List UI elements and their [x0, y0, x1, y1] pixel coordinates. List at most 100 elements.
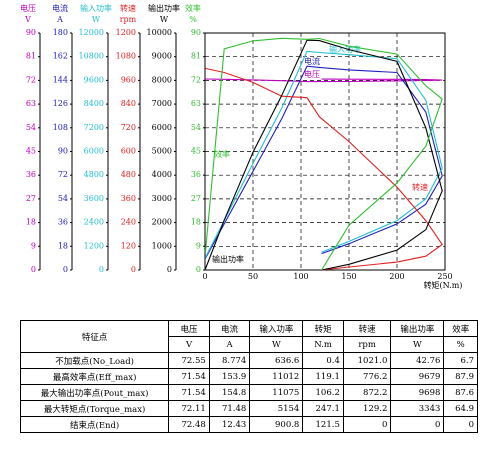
cell: 最高效率点(Eff_max)	[19, 368, 170, 385]
table: 特征点 电压 电流 输入功率 转矩 转速 输出功率 效率 V A W N.m rpm W% 不加载点(No_…	[19, 320, 478, 433]
y-tick-label: 1200	[84, 241, 104, 250]
y-tick-label: 120	[121, 241, 136, 250]
cell: 输入功率	[249, 320, 304, 337]
y-tick-label: 0	[167, 265, 172, 274]
axis-unit: W	[92, 15, 101, 24]
curve-label: 输出功率	[212, 254, 244, 264]
cell: 8.774	[208, 352, 251, 369]
axis-name: 电压	[20, 3, 36, 13]
y-tick-label: 7200	[84, 123, 104, 132]
y-tick-label: 10000	[147, 28, 172, 37]
y-tick-label: 0	[131, 265, 136, 274]
cell: 输出功率	[390, 320, 445, 337]
y-tick-label: 72	[191, 75, 201, 84]
axis-name: 转速	[120, 3, 136, 13]
y-tick-label: 0	[196, 265, 201, 274]
x-axis-label: 转矩(N.m)	[424, 280, 463, 290]
y-tick-label: 63	[191, 99, 201, 108]
y-tick-label: 72	[26, 75, 36, 84]
cell: 电流	[208, 320, 251, 337]
cell: 9679	[390, 368, 445, 385]
cell: 最大转矩点(Torque_max)	[19, 400, 170, 417]
y-tick-label: 54	[58, 194, 68, 203]
cell: 结束点(End)	[19, 416, 170, 433]
x-tick-label: 100	[293, 272, 308, 281]
x-tick-label: 150	[341, 272, 356, 281]
y-tick-label: 36	[191, 170, 201, 179]
cell: 72.55	[168, 352, 210, 369]
cell: 11012	[249, 368, 304, 385]
curve-label: 电流	[304, 56, 320, 66]
y-tick-label: 18	[191, 218, 201, 227]
y-tick-label: 9600	[84, 75, 104, 84]
y-tick-label: 8400	[84, 99, 104, 108]
y-tick-label: 180	[53, 28, 68, 37]
cell: %	[443, 336, 478, 353]
y-tick-label: 360	[121, 194, 136, 203]
x-tick-label: 200	[389, 272, 404, 281]
cell: 72.48	[168, 416, 210, 433]
y-tick-label: 6000	[152, 123, 172, 132]
curve	[205, 67, 443, 271]
curve	[204, 37, 443, 271]
cell: 129.2	[342, 400, 392, 417]
cell: 0	[390, 416, 445, 433]
y-tick-label: 9	[196, 241, 201, 250]
cell: 效率	[443, 320, 478, 337]
axis-name: 效率	[185, 3, 201, 13]
cell: 转速	[342, 320, 392, 337]
axis-name: 输出功率	[148, 3, 180, 13]
cell: 转矩	[302, 320, 344, 337]
y-tick-label: 90	[26, 28, 36, 37]
cell: rpm	[342, 336, 392, 353]
axis-unit: A	[56, 15, 63, 24]
cell: 11075	[249, 384, 304, 401]
cell: V	[168, 336, 210, 353]
cell: 3343	[390, 400, 445, 417]
axis-name: 输入功率	[80, 3, 112, 13]
y-tick-label: 81	[191, 52, 201, 61]
curve-label: 效率	[214, 149, 230, 159]
x-tick-label: 250	[437, 272, 452, 281]
cell: 0	[443, 416, 478, 433]
cell: 9698	[390, 384, 445, 401]
y-tick-label: 8000	[152, 75, 172, 84]
cell: 电压	[168, 320, 210, 337]
chart: 转矩(N.m) 电压V09182736455463728190电流A018365…	[20, 3, 463, 290]
cell: 247.1	[302, 400, 344, 417]
y-tick-label: 1080	[116, 52, 136, 61]
y-tick-label: 108	[53, 123, 68, 132]
curve-label: 转速	[412, 182, 428, 192]
curve-label: 输入功率	[329, 44, 361, 54]
cell: 64.9	[443, 400, 478, 417]
curve	[204, 65, 443, 259]
cell: 71.54	[168, 368, 210, 385]
y-tick-label: 27	[191, 194, 201, 203]
cell: N.m	[302, 336, 344, 353]
cell: W	[390, 336, 445, 353]
y-tick-label: 5000	[152, 147, 172, 156]
y-tick-label: 0	[31, 265, 36, 274]
y-tick-label: 960	[121, 75, 136, 84]
cell: 119.1	[302, 368, 344, 385]
y-tick-label: 0	[63, 265, 68, 274]
y-tick-label: 36	[58, 218, 68, 227]
y-tick-label: 7000	[152, 99, 172, 108]
cell: 106.2	[302, 384, 344, 401]
cell: 71.54	[168, 384, 210, 401]
y-tick-label: 81	[26, 52, 36, 61]
y-tick-label: 72	[58, 170, 68, 179]
cell: 121.5	[302, 416, 344, 433]
cell: 5154	[249, 400, 304, 417]
cell: 6.7	[443, 352, 478, 369]
y-tick-label: 0	[99, 265, 104, 274]
y-tick-label: 4800	[84, 170, 104, 179]
y-tick-label: 10800	[79, 52, 104, 61]
y-tick-label: 162	[53, 52, 68, 61]
cell: 0.4	[302, 352, 344, 369]
y-tick-label: 1200	[116, 28, 136, 37]
y-tick-label: 54	[191, 123, 201, 132]
cell: 87.9	[443, 368, 478, 385]
y-tick-label: 600	[121, 147, 136, 156]
